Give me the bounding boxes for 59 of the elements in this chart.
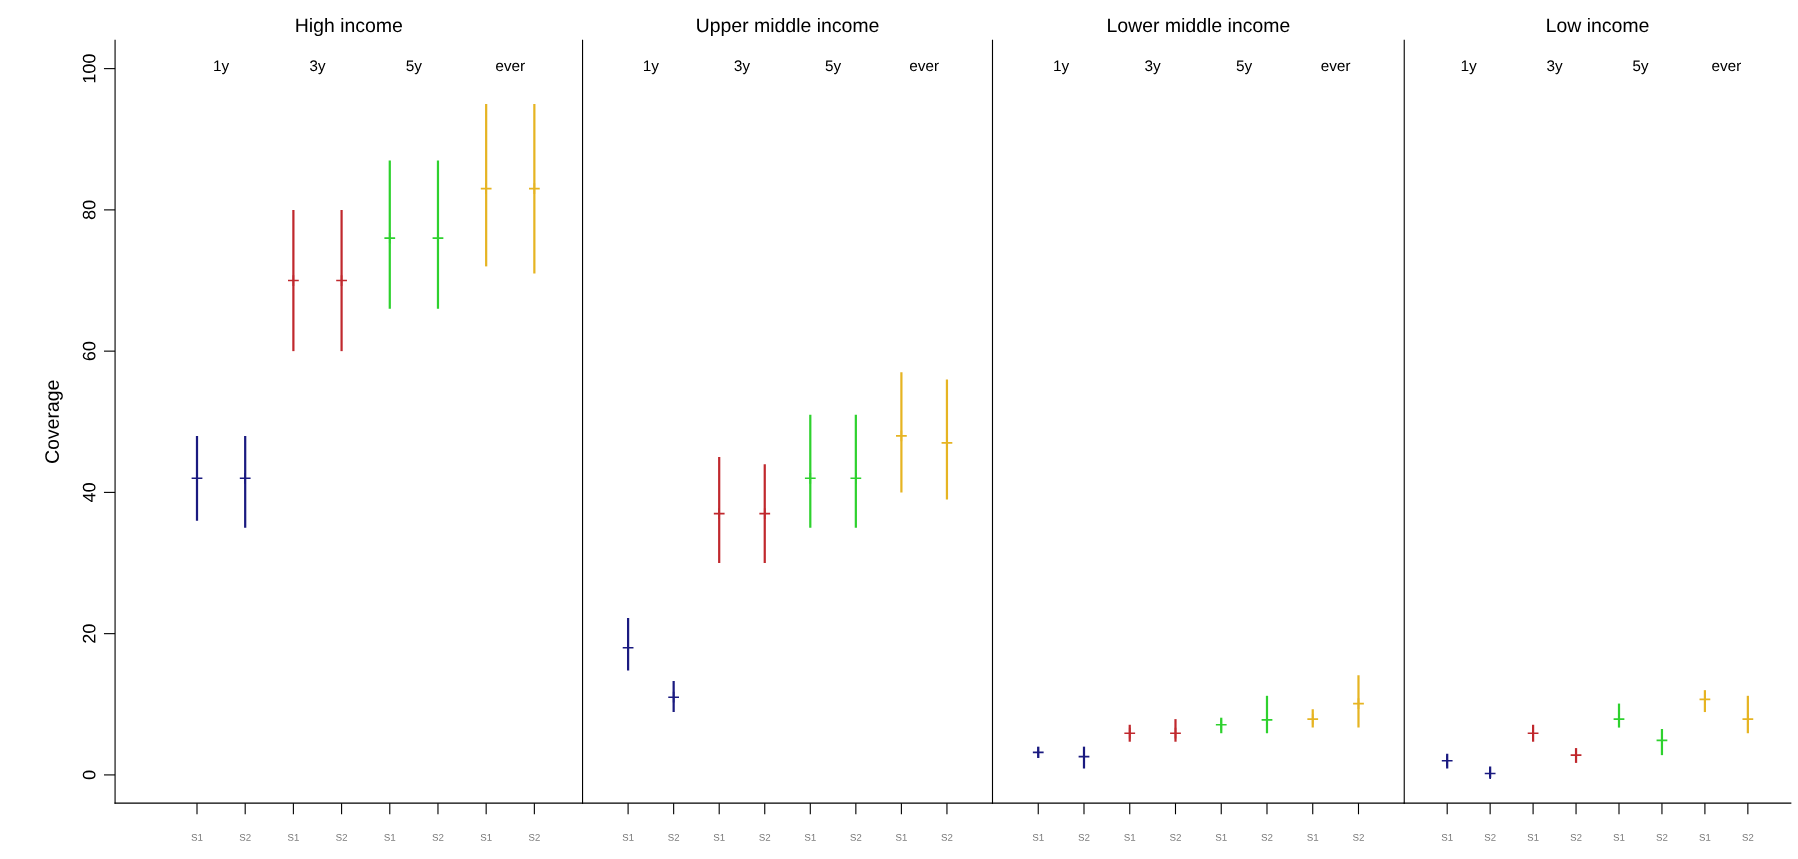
x-tick-label: S1 <box>287 833 299 841</box>
x-tick-label: S2 <box>941 833 953 841</box>
x-tick-label: S2 <box>239 833 251 841</box>
annotation: 1y <box>1054 60 1070 75</box>
annotation: 1y <box>643 60 659 75</box>
x-tick-label: S2 <box>1656 833 1668 841</box>
x-tick-label: S2 <box>1169 833 1181 841</box>
x-tick-label: S2 <box>1484 833 1496 841</box>
x-tick-label: S1 <box>1124 833 1136 841</box>
x-tick-label: S1 <box>191 833 203 841</box>
x-tick-label: S2 <box>1570 833 1582 841</box>
x-tick-label: S2 <box>850 833 862 841</box>
x-tick-label: S2 <box>336 833 348 841</box>
annotation: 5y <box>406 60 422 75</box>
y-tick-label: 40 <box>82 483 96 503</box>
x-tick-label: S1 <box>895 833 907 841</box>
chart-title: Lower middle income <box>1108 17 1290 33</box>
x-tick-label: S2 <box>1261 833 1273 841</box>
y-tick-label: 0 <box>82 770 96 780</box>
annotation: ever <box>1321 62 1351 72</box>
x-tick-label: S2 <box>1078 833 1090 841</box>
y-tick-label: 100 <box>82 54 96 83</box>
y-tick-label: 80 <box>82 200 96 220</box>
annotation: 5y <box>1236 60 1253 75</box>
x-tick-label: S1 <box>1527 833 1539 841</box>
x-tick-label: S2 <box>668 833 680 841</box>
x-tick-label: S1 <box>480 833 492 841</box>
annotation: 1y <box>1461 60 1477 75</box>
y-tick-label: 60 <box>82 341 96 361</box>
x-tick-label: S1 <box>1613 833 1625 841</box>
y-tick-label: 20 <box>82 624 96 643</box>
annotation: 3y <box>1145 60 1161 75</box>
chart-title: High income <box>296 17 402 37</box>
chart-title: Low income <box>1547 17 1649 33</box>
chart-title: Upper middle income <box>697 17 879 37</box>
x-tick-label: S1 <box>804 833 816 841</box>
annotation: 5y <box>1633 60 1649 75</box>
x-tick-label: S1 <box>1032 833 1044 841</box>
annotation: ever <box>909 62 939 72</box>
x-tick-label: S1 <box>1307 833 1319 841</box>
annotation: 3y <box>310 60 326 75</box>
x-tick-label: S1 <box>384 833 396 841</box>
x-tick-label: S1 <box>1699 833 1711 841</box>
annotation: ever <box>496 62 525 72</box>
x-tick-label: S2 <box>432 833 444 841</box>
annotation: ever <box>1712 62 1741 72</box>
x-tick-label: S2 <box>528 833 540 841</box>
x-tick-label: S1 <box>1215 833 1227 841</box>
y-axis-title: Coverage <box>45 380 63 463</box>
x-tick-label: S2 <box>1352 833 1364 841</box>
annotation: 5y <box>825 60 842 75</box>
annotation: 3y <box>734 60 751 75</box>
x-tick-label: S1 <box>622 833 634 841</box>
annotation: 3y <box>1547 60 1563 75</box>
x-tick-label: S1 <box>1441 833 1453 841</box>
x-tick-label: S2 <box>759 833 771 841</box>
x-tick-label: S2 <box>1742 833 1754 841</box>
annotation: 1y <box>214 60 230 75</box>
x-tick-label: S1 <box>713 833 725 841</box>
